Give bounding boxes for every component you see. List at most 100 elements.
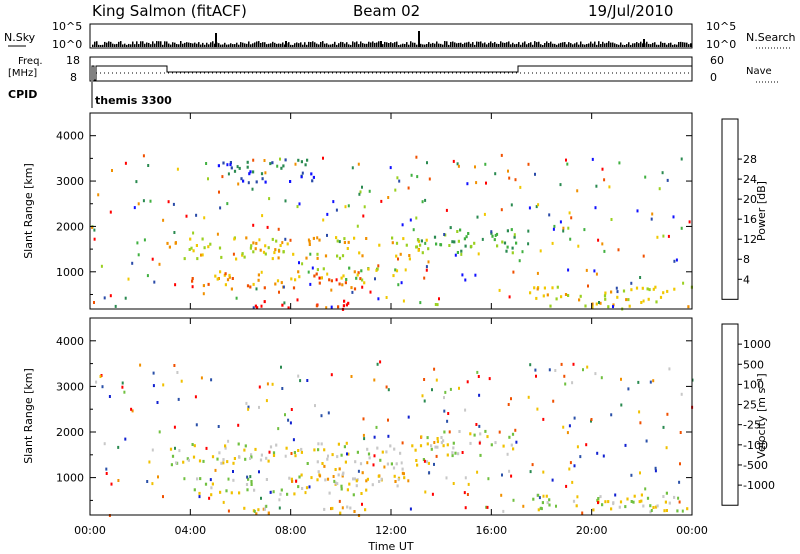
heatmap-cell-scatter	[368, 189, 371, 193]
heatmap-cell	[272, 451, 276, 455]
heatmap-cell	[230, 491, 233, 495]
heatmap-cell-scatter	[221, 175, 224, 179]
power-panel-frame	[89, 112, 693, 310]
heatmap-cell	[280, 488, 283, 492]
heatmap-cell-scatter	[507, 169, 509, 173]
sky-count-bar	[280, 43, 282, 47]
sky-count-bar	[410, 41, 412, 47]
heatmap-cell-scatter	[456, 162, 459, 166]
sky-count-bar	[550, 41, 552, 47]
heatmap-cell	[510, 228, 513, 232]
heatmap-cell-scatter	[133, 206, 136, 210]
heatmap-cell	[223, 273, 226, 277]
heatmap-cell	[385, 450, 388, 454]
heatmap-cell	[298, 475, 301, 479]
heatmap-cell-scatter	[662, 425, 665, 429]
heatmap-cell-scatter	[308, 485, 311, 489]
heatmap-cell	[354, 460, 357, 464]
heatmap-cell	[334, 468, 337, 471]
heatmap-cell-scatter	[117, 445, 120, 449]
velocity-panel-frame	[89, 317, 693, 516]
heatmap-cell-scatter	[277, 427, 280, 431]
heatmap-cell-scatter	[147, 164, 150, 167]
freq-nave-panel: Freq. [MHz] 18 8 60 0 Nave	[8, 54, 778, 84]
heatmap-cell-scatter	[301, 171, 304, 175]
heatmap-cell-scatter	[477, 375, 480, 378]
colorbar-tick-label: 4	[743, 273, 750, 286]
heatmap-cell-scatter	[350, 375, 353, 378]
heatmap-cell	[189, 237, 192, 241]
heatmap-cell	[512, 447, 515, 451]
sky-count-bar	[648, 43, 650, 47]
heatmap-cell	[359, 277, 362, 281]
heatmap-cell-scatter	[527, 395, 530, 399]
heatmap-cell-scatter	[361, 502, 363, 506]
heatmap-cell	[548, 503, 551, 507]
heatmap-cell-scatter	[513, 233, 516, 237]
sky-count-bar	[242, 42, 244, 47]
heatmap-cell-scatter	[271, 382, 274, 386]
heatmap-cell-scatter	[678, 480, 681, 484]
velocity-panel: 1000 2000 3000 4000 Slant Range [km] 1000 50…	[22, 317, 775, 517]
heatmap-cell	[193, 444, 196, 448]
heatmap-cell-scatter	[654, 466, 657, 470]
heatmap-cell	[345, 303, 348, 307]
heatmap-cell	[473, 433, 476, 437]
colorbar-tick-label: 1000	[743, 338, 771, 351]
heatmap-cell	[366, 477, 369, 481]
sky-count-bar	[170, 44, 172, 47]
heatmap-cell	[649, 504, 652, 508]
heatmap-cell-scatter	[123, 390, 126, 394]
heatmap-cell-scatter	[232, 470, 234, 473]
heatmap-cell	[459, 228, 462, 232]
heatmap-cell	[361, 278, 364, 282]
sky-left-tick-bottom: 10^0	[52, 38, 82, 51]
heatmap-cell	[539, 506, 542, 510]
heatmap-cell-scatter	[554, 369, 557, 372]
sky-count-bar	[116, 43, 118, 47]
heatmap-cell	[421, 251, 424, 255]
heatmap-cell	[355, 484, 358, 488]
heatmap-cell-scatter	[681, 509, 684, 513]
heatmap-cell	[654, 285, 657, 289]
freq-panel-frame	[89, 56, 693, 82]
heatmap-cell	[662, 495, 665, 498]
heatmap-cell	[456, 251, 459, 254]
heatmap-cell-scatter	[258, 385, 261, 389]
heatmap-cell-scatter	[397, 257, 399, 261]
heatmap-cell	[219, 270, 222, 274]
sky-count-bar	[302, 44, 304, 47]
sky-count-bar	[262, 42, 264, 47]
sky-count-bar	[146, 42, 148, 47]
heatmap-cell	[338, 467, 341, 471]
heatmap-cell	[603, 294, 607, 298]
sky-count-bar	[126, 44, 128, 47]
sky-count-bar	[324, 43, 326, 47]
heatmap-cell	[392, 274, 395, 278]
heatmap-cell-scatter	[346, 452, 348, 456]
heatmap-cell-scatter	[236, 165, 239, 169]
sky-count-bar	[94, 41, 96, 47]
sky-count-bar	[96, 41, 98, 47]
sky-count-bar	[490, 41, 492, 47]
heatmap-cell-scatter	[630, 281, 633, 285]
heatmap-cell-scatter	[476, 470, 479, 474]
heatmap-cell	[230, 287, 233, 291]
heatmap-cell-scatter	[358, 192, 361, 196]
heatmap-cell	[316, 478, 319, 482]
heatmap-cell	[417, 248, 420, 252]
heatmap-cell	[340, 484, 343, 488]
heatmap-cell	[229, 163, 232, 167]
x-axis-label: Time UT	[367, 540, 413, 553]
heatmap-cell	[575, 504, 578, 508]
heatmap-cell	[356, 273, 359, 277]
heatmap-cell	[217, 164, 220, 168]
sky-count-bar	[386, 42, 388, 47]
heatmap-cell-scatter	[276, 164, 279, 168]
heatmap-cell-scatter	[537, 203, 540, 207]
sky-count-bar	[180, 41, 182, 47]
heatmap-cell-scatter	[562, 226, 565, 230]
heatmap-cell-scatter	[296, 205, 299, 209]
heatmap-cell	[255, 241, 258, 245]
sky-count-bar	[400, 44, 402, 47]
